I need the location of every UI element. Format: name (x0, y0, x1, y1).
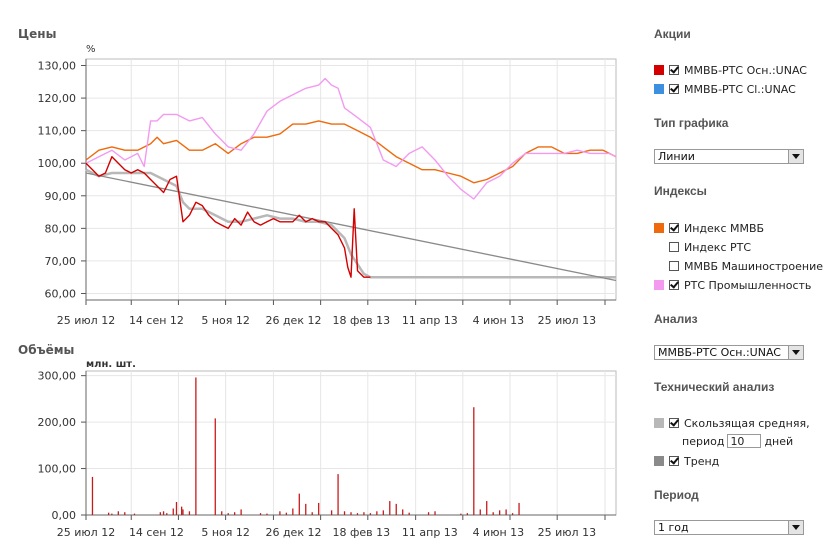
volume-x-tick-label: 14 сен 12 (129, 526, 184, 539)
period-select[interactable]: 1 год (654, 520, 804, 535)
volume-chart: 0,00 100,00 200,00 300,00 25 июл 12 14 сен 12… (38, 370, 617, 539)
series-swatch-orange (654, 223, 664, 233)
moving-average-toggle[interactable]: Скользящая средняя, (654, 415, 810, 431)
price-unit-label: % (86, 44, 96, 55)
price-series-1 (85, 77, 617, 200)
price-x-tick-label: 11 апр 13 (402, 314, 458, 327)
stocks-section-title: Акции (654, 27, 691, 41)
trend-checkbox[interactable] (669, 456, 679, 466)
price-x-tick-label: 18 фев 13 (333, 314, 391, 327)
swatch-placeholder (654, 261, 664, 271)
index-industry-checkbox[interactable] (669, 280, 679, 290)
index-toggle-machinery[interactable]: ММВБ Машиностроение (654, 258, 823, 274)
volume-y-tick-label: 100,00 (38, 463, 77, 476)
price-series-0 (85, 155, 371, 278)
price-x-tick-label: 5 ноя 12 (201, 314, 250, 327)
price-series-3 (85, 168, 616, 279)
chevron-down-icon[interactable] (788, 150, 803, 163)
swatch-placeholder (654, 242, 664, 252)
moving-average-label: Скользящая средняя, (684, 416, 810, 430)
chevron-down-icon[interactable] (788, 521, 803, 534)
volume-y-tick-label: 200,00 (38, 416, 77, 429)
price-y-tick-label: 120,00 (38, 92, 77, 105)
stock-cl-checkbox[interactable] (669, 84, 679, 94)
chart-type-select[interactable]: Линии (654, 149, 804, 164)
volume-x-tick-label: 5 ноя 12 (201, 526, 250, 539)
series-swatch-red (654, 65, 664, 75)
period-input[interactable]: 10 (727, 434, 762, 448)
price-x-tick-label: 4 июн 13 (473, 314, 525, 327)
price-x-tick-label: 26 дек 12 (265, 314, 321, 327)
volume-panel-title: Объёмы (18, 343, 74, 357)
period-suffix-label: дней (764, 434, 794, 448)
trend-label: Тренд (684, 454, 720, 468)
price-y-tick-label: 100,00 (38, 157, 77, 170)
price-y-tick-label: 110,00 (38, 125, 77, 138)
index-toggle-industry[interactable]: РТС Промышленность (654, 277, 811, 293)
indices-section-title: Индексы (654, 184, 707, 198)
chart-type-value: Линии (658, 150, 695, 163)
price-y-tick-label: 130,00 (38, 60, 77, 73)
index-rts-checkbox[interactable] (669, 242, 679, 252)
charts-area: Цены % 60,00 70,00 80,00 90,00 100,00 110,00 1… (18, 27, 617, 539)
volume-x-tick-label: 25 июл 13 (538, 526, 596, 539)
moving-average-checkbox[interactable] (669, 418, 679, 428)
index-mmvb-checkbox[interactable] (669, 223, 679, 233)
price-chart: 60,00 70,00 80,00 90,00 100,00 110,00 120,00 13… (38, 58, 617, 327)
moving-average-period: период 10 дней (682, 433, 793, 449)
volume-x-tick-label: 4 июн 13 (473, 526, 525, 539)
volume-x-tick-label: 25 июл 12 (57, 526, 115, 539)
analysis-section-title: Анализ (654, 312, 698, 326)
stock-osn-checkbox[interactable] (669, 65, 679, 75)
price-y-tick-label: 70,00 (45, 255, 77, 268)
price-y-tick-label: 60,00 (45, 287, 77, 300)
period-value: 1 год (658, 521, 689, 534)
volume-x-tick-label: 26 дек 12 (265, 526, 321, 539)
volume-unit-label: млн. шт. (86, 359, 136, 370)
volume-y-tick-label: 300,00 (38, 370, 77, 383)
index-toggle-mmvb[interactable]: Индекс ММВБ (654, 220, 764, 236)
series-swatch-pink (654, 280, 664, 290)
price-x-tick-label: 25 июл 13 (538, 314, 596, 327)
series-swatch-lightgray (654, 418, 664, 428)
chart-type-title: Тип графика (654, 116, 729, 130)
index-mmvb-label: Индекс ММВБ (684, 221, 765, 235)
stock-osn-label: ММВБ-РТС Осн.:UNAC (684, 63, 807, 77)
period-prefix-label: период (682, 434, 725, 448)
index-rts-label: Индекс РТС (684, 240, 752, 254)
price-panel-title: Цены (18, 27, 56, 41)
trend-toggle[interactable]: Тренд (654, 453, 719, 469)
series-swatch-gray (654, 456, 664, 466)
stock-cl-label: ММВБ-РТС Cl.:UNAC (684, 82, 796, 96)
index-machinery-checkbox[interactable] (669, 261, 679, 271)
tech-analysis-title: Технический анализ (654, 380, 775, 394)
stock-toggle-osn[interactable]: ММВБ-РТС Осн.:UNAC (654, 62, 807, 78)
volume-plot-area (85, 370, 617, 516)
chevron-down-icon[interactable] (788, 346, 803, 359)
price-y-tick-label: 90,00 (45, 190, 77, 203)
price-x-tick-label: 25 июл 12 (57, 314, 115, 327)
price-plot-area (85, 58, 617, 301)
analysis-value: ММВБ-РТС Осн.:UNAC (658, 346, 781, 359)
volume-x-tick-label: 11 апр 13 (402, 526, 458, 539)
price-x-tick-label: 14 сен 12 (129, 314, 184, 327)
index-toggle-rts[interactable]: Индекс РТС (654, 239, 751, 255)
analysis-select[interactable]: ММВБ-РТС Осн.:UNAC (654, 345, 804, 360)
stock-toggle-cl[interactable]: ММВБ-РТС Cl.:UNAC (654, 81, 796, 97)
volume-x-tick-label: 18 фев 13 (333, 526, 391, 539)
volume-y-tick-label: 0,00 (52, 509, 77, 522)
index-machinery-label: ММВБ Машиностроение (684, 259, 823, 273)
period-section-title: Период (654, 488, 699, 502)
price-series-4 (85, 172, 617, 282)
index-industry-label: РТС Промышленность (684, 278, 812, 292)
price-y-tick-label: 80,00 (45, 222, 77, 235)
series-swatch-blue (654, 84, 664, 94)
